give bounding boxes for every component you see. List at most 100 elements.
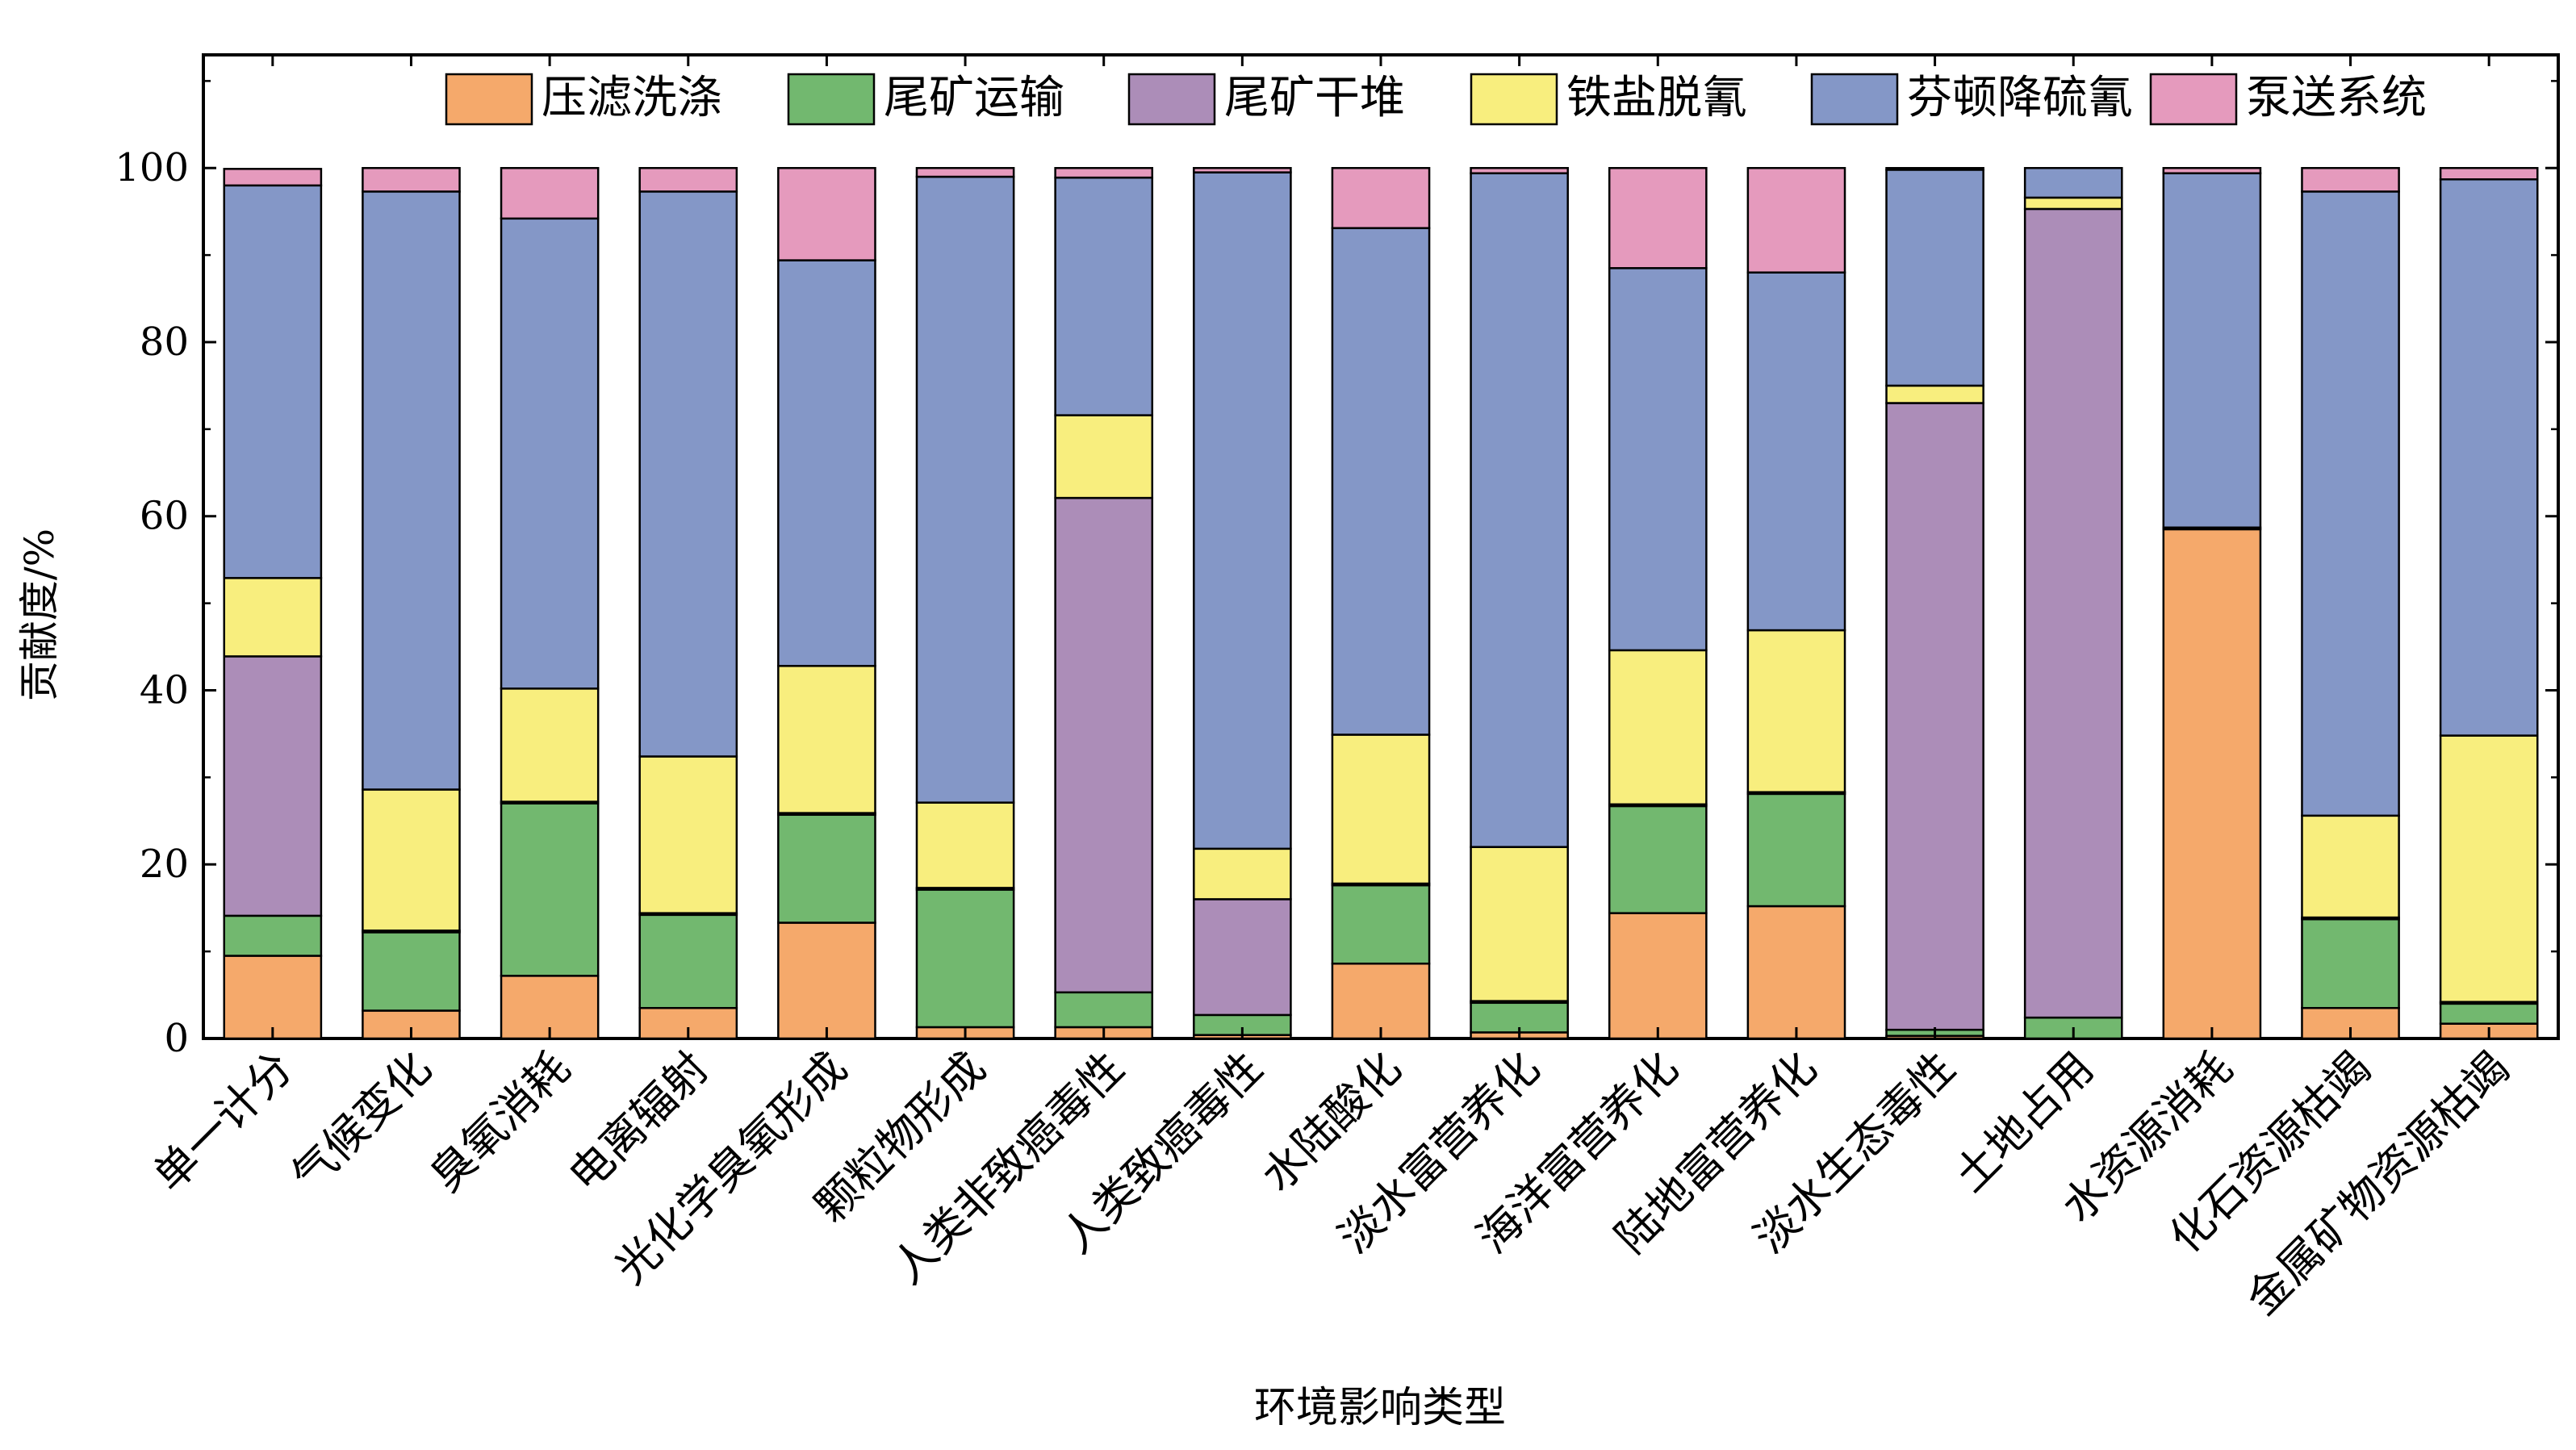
bar-segment [2162,172,2262,529]
bar-segment [1885,166,1984,171]
bar-segment [223,184,323,579]
bar-segment [1470,166,1569,174]
bar-segment [1193,171,1292,850]
y-tick-label: 40 [140,667,189,712]
legend-label: 芬顿降硫氰 [1907,72,2133,124]
bar-segment [500,166,600,220]
legend-label: 尾矿干堆 [1224,72,1405,124]
bar-segment [2439,734,2539,1003]
bar-segment [915,801,1015,889]
y-tick-label: 60 [140,494,189,539]
y-tick-label: 20 [140,842,189,887]
y-axis: 0 20 40 60 80 100 [115,80,2558,1061]
bar-segment [638,190,738,758]
bar-segment [1470,172,1569,848]
bar-segment [1470,846,1569,1002]
bar-segment [1608,649,1708,806]
bar-segment [223,955,323,1040]
bar-segment [2439,166,2539,181]
bar-segment [1885,384,1984,404]
legend-swatch [445,73,533,126]
bar-segment [2162,528,2262,1040]
x-axis-label: 环境影响类型 [1254,1384,1506,1432]
bar-segment [1331,166,1431,229]
legend-swatch [1810,73,1899,126]
bar-segment [1331,733,1431,885]
legend-swatch [787,73,876,126]
legend-label: 泵送系统 [2246,72,2427,124]
bar-segment [1746,629,1846,793]
bar-segment [2439,178,2539,737]
bar-segment [362,931,461,1012]
bar-segment [1746,792,1846,908]
bar-segment [223,577,323,658]
bar-segment [2301,814,2400,919]
bar-segment [1608,267,1708,652]
bar-segment [777,259,876,667]
bar-segment [2023,196,2123,211]
x-tick-label: 臭氧消耗 [420,1043,579,1201]
legend-label: 压滤洗涤 [542,72,722,124]
x-tick-label: 单一计分 [144,1043,303,1201]
x-tick-label: 人类非致癌毒性 [882,1043,1134,1294]
bar-segment [1193,847,1292,901]
bar-segment [500,802,600,977]
bar-segment [777,813,876,924]
y-tick-label: 80 [140,320,189,365]
bar-segment [1054,991,1154,1029]
bar-segment [223,655,323,917]
legend: 压滤洗涤 尾矿运输 尾矿干堆 铁盐脱氰 芬顿降硫氰 泵送系统 [445,72,2427,126]
legend-swatch [1470,73,1558,126]
bar-segment [1746,905,1846,1040]
bars [223,166,2539,1040]
x-tick-label: 光化学臭氧形成 [605,1043,857,1294]
bar-segment [2301,917,2400,1009]
bar-segment [1885,402,1984,1031]
bar-segment [223,914,323,957]
bar-segment [1746,166,1846,274]
bar-segment [915,888,1015,1029]
bar-segment [638,913,738,1009]
bar-segment [362,788,461,932]
bar-segment [1054,176,1154,416]
x-tick-label: 金属矿物资源枯竭 [2236,1043,2519,1325]
legend-swatch [2149,73,2238,126]
y-tick-label: 100 [115,145,189,190]
bar-segment [1193,166,1292,173]
bar-segment [500,217,600,690]
bar-segment [362,190,461,791]
bar-segment [638,166,738,193]
bar-segment [777,665,876,814]
bar-segment [2023,207,2123,1019]
legend-label: 铁盐脱氰 [1566,72,1747,124]
bar-segment [1885,169,1984,387]
bar-segment [777,921,876,1040]
bar-segment [1054,414,1154,499]
bar-segment [1608,166,1708,270]
bar-segment [2439,1002,2539,1025]
bar-segment [1331,227,1431,736]
bar-segment [638,755,738,914]
bar-segment [1054,166,1154,179]
bar-segment [223,168,323,187]
bar-segment [1193,898,1292,1017]
bar-segment [915,175,1015,804]
bar-segment [1746,271,1846,632]
bar-segment [2301,190,2400,817]
bar-segment [1054,496,1154,994]
y-tick-label: 0 [164,1016,189,1061]
bar-segment [2162,166,2262,174]
x-tick-label: 气候变化 [282,1043,441,1201]
bar-segment [1331,884,1431,965]
bar-segment [1608,912,1708,1040]
bar-segment [915,166,1015,178]
bar-segment [2301,166,2400,193]
bar-segment [2023,166,2123,199]
bar-segment [777,166,876,261]
legend-swatch [1127,73,1216,126]
bar-segment [362,166,461,193]
legend-label: 尾矿运输 [884,72,1064,124]
bar-segment [500,687,600,803]
y-axis-label: 贡献度/% [16,529,63,701]
